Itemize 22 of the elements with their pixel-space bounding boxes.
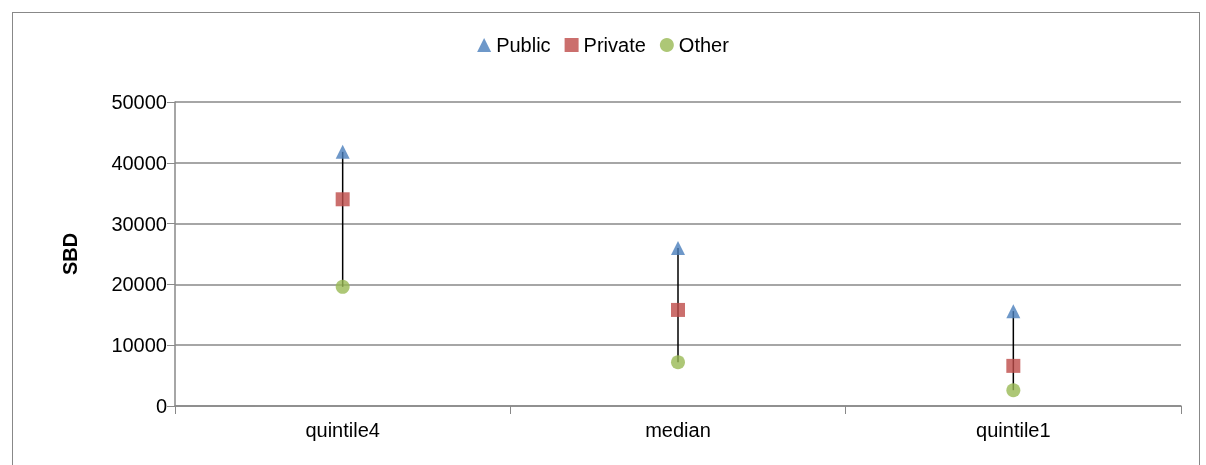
y-tick-label: 0 — [155, 395, 167, 417]
y-tick-label: 40000 — [111, 151, 167, 174]
point — [335, 192, 350, 207]
point — [671, 240, 685, 255]
point — [671, 355, 685, 370]
point — [1006, 304, 1021, 319]
y-tick-label: 10000 — [111, 334, 167, 357]
point — [1006, 358, 1021, 373]
y-tick-label: 20000 — [111, 273, 167, 296]
legend-label: Private — [583, 34, 646, 56]
legend-label: Other — [678, 34, 730, 56]
point — [671, 302, 685, 317]
x-tick-label: quintile4 — [305, 419, 380, 441]
point — [335, 279, 350, 294]
point — [1006, 383, 1021, 398]
legend-label: Public — [496, 34, 551, 56]
y-axis-title: SBD — [59, 232, 81, 276]
y-tick-label: 30000 — [111, 212, 167, 235]
point — [335, 144, 350, 159]
y-tick-label: 50000 — [111, 91, 167, 113]
x-tick-label: median — [645, 419, 711, 441]
x-tick-label: quintile1 — [976, 419, 1051, 441]
